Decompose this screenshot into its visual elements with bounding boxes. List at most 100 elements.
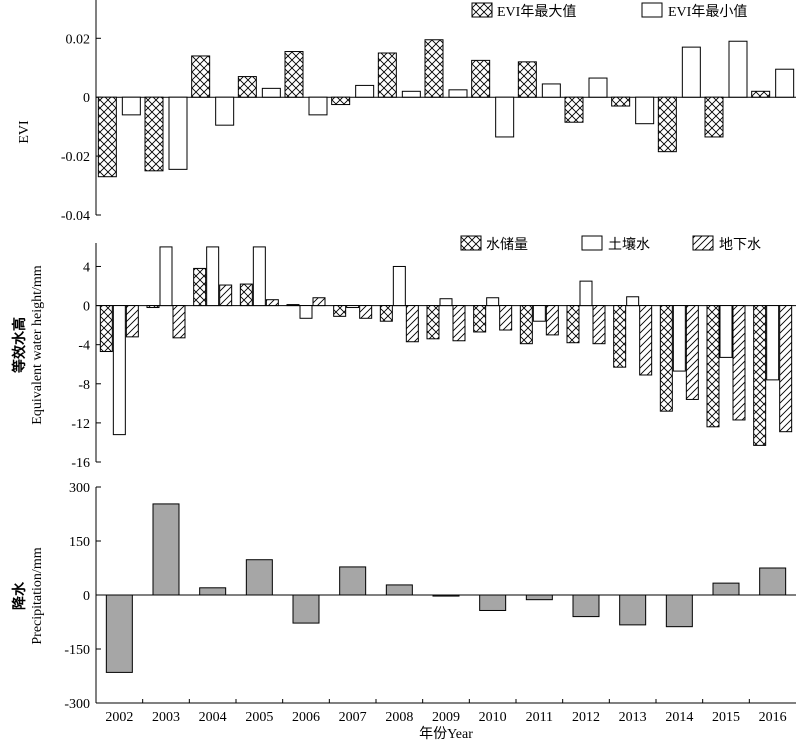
y-tick-label: 150 [69, 535, 90, 550]
bar-地下水-2013 [639, 305, 653, 376]
y-axis-label: 降水 Precipitation/mm [11, 547, 45, 644]
x-tick-label: 2005 [245, 710, 273, 725]
bar-水储量-2013 [613, 305, 627, 368]
bar-precipitation-2006 [292, 594, 320, 624]
bar-precipitation-2008 [385, 584, 413, 596]
chart-panel-3: 300 150 0 -150 -300 2002 2003 2004 2005 2006 2007 2… [11, 481, 796, 725]
bar-EVI年最小值-2014 [681, 46, 701, 98]
bar-土壤水-2003 [159, 246, 173, 307]
y-axis-label: EVI [17, 120, 32, 144]
legend-swatch-EVI年最大值 [471, 2, 493, 18]
x-tick-label: 2007 [339, 710, 367, 725]
bar-水储量-2010 [473, 305, 487, 333]
bar-水储量-2006 [286, 304, 300, 307]
bar-EVI年最大值-2011 [517, 61, 537, 98]
y-tick-label: 0 [83, 91, 90, 106]
bar-地下水-2003 [172, 305, 186, 339]
bar-地下水-2011 [545, 305, 559, 336]
legend-swatch-水储量 [460, 235, 482, 251]
bar-EVI年最大值-2010 [471, 59, 491, 98]
bar-地下水-2005 [265, 299, 279, 307]
bar-水储量-2015 [706, 305, 720, 428]
legend-label-EVI年最小值: EVI年最小值 [668, 4, 747, 20]
figure-x-axis-label: 年份Year [419, 726, 473, 742]
y-tick-label: -0.02 [61, 150, 90, 165]
bar-EVI年最大值-2015 [704, 96, 724, 138]
y-tick-label: 0 [83, 589, 90, 604]
bar-precipitation-2016 [759, 567, 787, 596]
x-tick-label: 2013 [619, 710, 647, 725]
bar-EVI年最大值-2012 [564, 96, 584, 123]
bar-土壤水-2007 [346, 305, 360, 309]
bar-EVI年最小值-2015 [728, 40, 748, 98]
y-tick-label: -12 [71, 417, 90, 432]
legend-label-地下水: 地下水 [719, 237, 761, 253]
bar-precipitation-2002 [105, 594, 133, 673]
bar-地下水-2008 [405, 305, 419, 343]
y-tick-label: 0 [83, 300, 90, 315]
bar-水储量-2003 [146, 305, 160, 309]
bar-precipitation-2011 [525, 594, 553, 601]
y-tick-label: 300 [69, 481, 90, 496]
y-tick-label: -150 [64, 643, 90, 658]
bar-土壤水-2013 [626, 296, 640, 307]
bar-precipitation-2010 [479, 594, 507, 611]
y-tick-label: -300 [64, 697, 90, 712]
bar-precipitation-2015 [712, 582, 740, 596]
bar-土壤水-2006 [299, 305, 313, 319]
x-tick-label: 2004 [199, 710, 227, 725]
y-tick-label: 0.02 [66, 32, 91, 47]
bar-土壤水-2002 [112, 305, 126, 436]
x-tick-label: 2003 [152, 710, 180, 725]
x-tick-label: 2012 [572, 710, 600, 725]
x-tick-label: 2010 [479, 710, 507, 725]
bar-precipitation-2009 [432, 594, 460, 597]
y-axis-label: 等效水高 Equivalent water height/mm [11, 265, 45, 425]
bar-水储量-2002 [99, 305, 113, 353]
x-tick-label: 2002 [105, 710, 133, 725]
legend-swatch-EVI年最小值 [641, 2, 663, 18]
bar-EVI年最大值-2014 [657, 96, 677, 153]
x-tick-label: 2008 [385, 710, 413, 725]
bar-EVI年最小值-2016 [775, 68, 795, 98]
legend-label-EVI年最大值: EVI年最大值 [497, 4, 576, 20]
bar-水储量-2012 [566, 305, 580, 344]
bar-precipitation-2012 [572, 594, 600, 618]
chart-panel-1: 0.02 0 -0.02 -0.04 EVI EVI年最大值 EVI年最小值 [17, 0, 796, 224]
bar-EVI年最大值-2007 [331, 96, 351, 106]
x-tick-label: 2009 [432, 710, 460, 725]
bar-地下水-2007 [359, 305, 373, 319]
legend-swatch-土壤水 [581, 235, 603, 251]
bar-地下水-2002 [125, 305, 139, 338]
bar-EVI年最小值-2007 [355, 84, 375, 98]
bar-EVI年最小值-2005 [261, 87, 281, 98]
bar-EVI年最小值-2008 [401, 90, 421, 98]
bar-EVI年最大值-2006 [284, 51, 304, 98]
bar-土壤水-2008 [392, 265, 406, 307]
chart-panel-2: 4 0 -4 -8 -12 -16 等效水高 Equivalent water height/… [11, 235, 796, 471]
x-tick-label: 2015 [712, 710, 740, 725]
bar-地下水-2012 [592, 305, 606, 345]
bar-水储量-2009 [426, 305, 440, 340]
y-tick-label: -16 [71, 456, 90, 471]
bar-地下水-2004 [219, 284, 233, 307]
bar-地下水-2015 [732, 305, 746, 421]
bar-precipitation-2004 [199, 587, 227, 596]
bar-EVI年最小值-2010 [495, 96, 515, 138]
bar-土壤水-2014 [672, 305, 686, 372]
x-tick-label: 2014 [665, 710, 693, 725]
bar-地下水-2010 [499, 305, 513, 331]
legend-label-水储量: 水储量 [486, 237, 528, 253]
bar-precipitation-2014 [665, 594, 693, 628]
bar-地下水-2016 [779, 305, 793, 433]
bar-EVI年最小值-2006 [308, 96, 328, 116]
bar-EVI年最大值-2004 [191, 55, 211, 98]
bar-EVI年最小值-2012 [588, 77, 608, 98]
bar-EVI年最大值-2009 [424, 39, 444, 98]
bar-土壤水-2016 [766, 305, 780, 381]
bar-EVI年最大值-2008 [377, 52, 397, 98]
bar-土壤水-2009 [439, 298, 453, 307]
bar-土壤水-2005 [252, 246, 266, 307]
y-tick-label: 4 [83, 260, 90, 275]
